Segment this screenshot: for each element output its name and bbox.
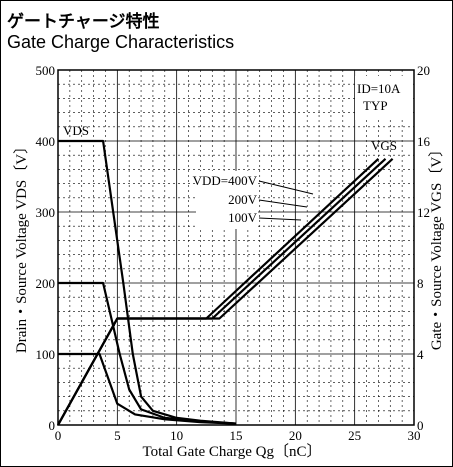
right-tick-label: 16 [417,134,431,149]
right-tick-label: 4 [417,347,424,362]
conditions-box: ID=10A TYP [355,76,410,120]
right-tick-label: 8 [417,276,424,291]
right-axis-title: Gate・Source Voltage VGS〔V〕 [428,142,445,350]
x-tick-label: 15 [230,428,243,443]
vdd-label-100: 100V [228,210,258,225]
right-tick-label: 20 [417,63,430,78]
vdd-leader-200 [258,199,308,208]
left-tick-label: 0 [49,418,56,433]
series-layer [57,139,394,426]
chart-title-english: Gate Charge Characteristics [7,32,235,52]
x-tick-label: 20 [289,428,302,443]
vdd-leader-100 [258,217,302,221]
right-tick-label: 0 [417,418,424,433]
x-tick-label: 30 [408,428,421,443]
x-tick-label: 10 [170,428,183,443]
vdd-label-200: 200V [228,192,258,207]
right-axis-ticks: 0 4 8 12 16 20 [417,63,431,433]
x-axis-title: Total Gate Charge Qg〔nC〕 [142,443,321,460]
left-tick-label: 300 [36,205,56,220]
major-grid [58,70,414,425]
x-tick-label: 0 [55,428,62,443]
left-tick-label: 200 [36,276,56,291]
vds-label: VDS [63,123,89,138]
left-axis-title: Drain・Source Voltage VDS〔V〕 [13,139,30,353]
series-line [58,352,237,425]
left-tick-label: 400 [36,134,56,149]
plot-frame [57,69,415,426]
series-line [57,157,394,426]
chart-title-japanese: ゲートチャージ特性 [7,12,160,32]
x-axis-ticks: 0 5 10 15 20 25 30 [55,428,421,443]
vdd-legend: VDD=400V 200V 100V [193,171,314,229]
right-tick-label: 12 [417,205,430,220]
left-tick-label: 100 [36,347,56,362]
condition-id: ID=10A [357,81,401,96]
x-tick-label: 5 [114,428,121,443]
left-axis-ticks: 0 100 200 300 400 500 [36,63,56,433]
left-tick-label: 500 [36,63,56,78]
vdd-label-400: VDD=400V [193,173,258,188]
vdd-leader-400 [258,180,314,195]
condition-typ: TYP [363,98,388,113]
vgs-label: VGS [371,138,397,153]
x-tick-label: 25 [348,428,361,443]
